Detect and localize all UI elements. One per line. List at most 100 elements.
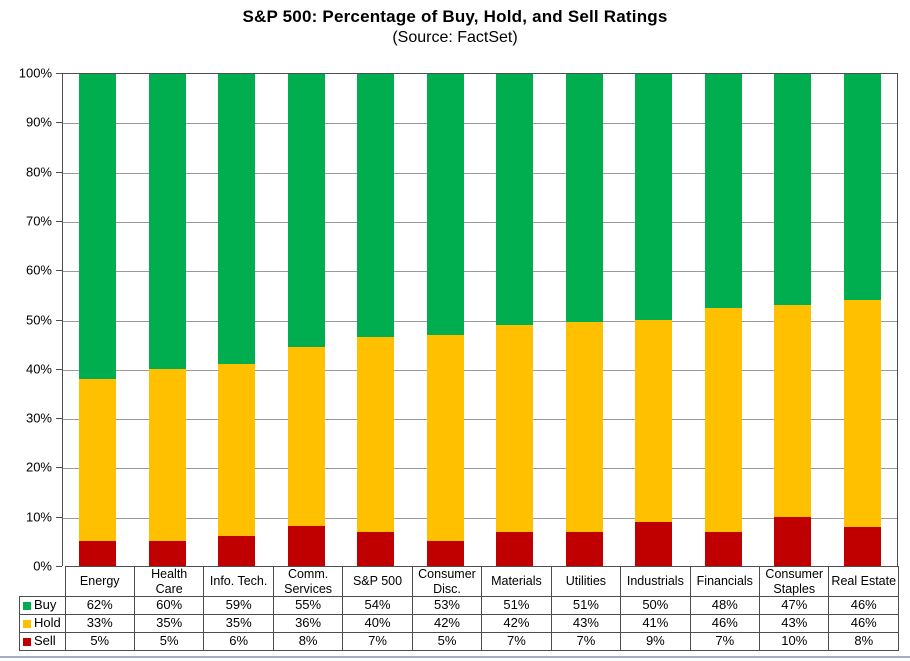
value-cell-hold: 40% [342, 614, 413, 633]
category-header: S&P 500 [342, 566, 413, 597]
value-cell-hold: 42% [481, 614, 552, 633]
y-tick-label-40: 40% [25, 361, 52, 377]
value-cell-hold: 36% [272, 614, 344, 633]
bar-slot-consumer-staples [758, 74, 828, 566]
value-cell-buy: 51% [550, 596, 622, 615]
value-cell-buy: 48% [689, 596, 761, 615]
gridline-40 [63, 369, 897, 371]
bar-segment-buy [635, 74, 673, 320]
value-cell-sell: 5% [411, 632, 483, 651]
category-header: Real Estate [828, 566, 899, 597]
bar-segment-hold [496, 324, 534, 532]
gridline-60 [63, 271, 897, 273]
bar-segment-buy [426, 74, 464, 335]
bar-segment-buy [496, 74, 534, 325]
stacked-bar [565, 74, 603, 566]
plot-area [62, 73, 898, 566]
y-tick-mark [56, 319, 62, 321]
y-tick-label-10: 10% [25, 509, 52, 525]
bar-segment-hold [635, 320, 673, 522]
bar-segment-sell [565, 531, 603, 566]
value-cell-sell: 8% [828, 632, 899, 651]
y-tick-label-30: 30% [25, 410, 52, 426]
value-cell-sell: 7% [342, 632, 413, 651]
gridline-20 [63, 468, 897, 470]
y-tick-mark [56, 516, 62, 518]
bar-segment-sell [704, 531, 742, 566]
y-tick-label-100: 100% [18, 65, 52, 81]
category-header: Utilities [550, 566, 622, 597]
value-cell-hold: 33% [64, 614, 135, 633]
value-cell-buy: 50% [620, 596, 691, 615]
gridline-30 [63, 419, 897, 421]
category-header: Consumer Disc. [411, 566, 483, 597]
value-cell-buy: 51% [481, 596, 552, 615]
bar-segment-hold [843, 300, 881, 527]
value-cell-sell: 7% [689, 632, 761, 651]
value-cell-sell: 9% [620, 632, 691, 651]
category-header: Energy [64, 566, 135, 597]
value-cell-sell: 7% [550, 632, 622, 651]
legend-cell-buy: Buy [19, 596, 66, 615]
bar-segment-sell [774, 516, 812, 566]
stacked-bar [843, 74, 881, 566]
value-cell-hold: 46% [828, 614, 899, 633]
bar-slot-utilities [550, 74, 620, 566]
stacked-bar [148, 74, 186, 566]
stacked-bar [79, 74, 117, 566]
table-corner-cell [20, 567, 66, 597]
y-tick-mark [56, 171, 62, 173]
y-tick-mark [56, 122, 62, 124]
bar-slot-s-p-500 [341, 74, 411, 566]
y-tick-label-80: 80% [25, 164, 52, 180]
y-tick-mark [56, 73, 62, 74]
bar-slot-materials [480, 74, 550, 566]
bar-segment-hold [148, 369, 186, 542]
value-cell-hold: 43% [759, 614, 830, 633]
bar-segment-hold [565, 322, 603, 532]
stacked-bar [218, 74, 256, 566]
y-tick-mark [56, 566, 62, 567]
bar-segment-sell [843, 526, 881, 566]
bar-segment-sell [357, 531, 395, 566]
value-cell-buy: 46% [828, 596, 899, 615]
gridline-90 [63, 123, 897, 125]
bar-segment-hold [704, 307, 742, 532]
bar-segment-sell [79, 541, 117, 566]
stacked-bar [287, 74, 325, 566]
y-tick-mark [56, 270, 62, 272]
value-cell-hold: 35% [203, 614, 274, 633]
bar-segment-sell [148, 541, 186, 566]
bar-slot-health-care [133, 74, 203, 566]
y-tick-mark [56, 418, 62, 420]
y-tick-mark [56, 220, 62, 222]
gridline-50 [63, 320, 897, 322]
value-cell-hold: 43% [550, 614, 622, 633]
y-tick-label-90: 90% [25, 114, 52, 130]
bar-slot-consumer-disc- [411, 74, 481, 566]
category-header: Comm. Services [272, 566, 344, 597]
value-cell-sell: 6% [203, 632, 274, 651]
value-cell-sell: 8% [272, 632, 344, 651]
category-header: Materials [481, 566, 552, 597]
bar-segment-buy [218, 74, 256, 365]
bar-segment-buy [774, 74, 812, 306]
bar-segment-sell [287, 526, 325, 566]
value-cell-hold: 46% [689, 614, 761, 633]
value-cell-buy: 62% [64, 596, 135, 615]
bar-slot-real-estate [828, 74, 898, 566]
bottom-divider [0, 656, 910, 658]
bar-segment-hold [426, 334, 464, 542]
bar-segment-sell [635, 521, 673, 566]
bars-layer [63, 74, 897, 566]
value-cell-sell: 5% [64, 632, 135, 651]
stacked-bar [774, 74, 812, 566]
bar-segment-buy [704, 74, 742, 308]
bar-segment-buy [357, 74, 395, 338]
category-header: Info. Tech. [203, 566, 274, 597]
value-cell-sell: 5% [133, 632, 205, 651]
bar-segment-sell [426, 541, 464, 566]
y-tick-label-20: 20% [25, 459, 52, 475]
category-header: Industrials [620, 566, 691, 597]
bar-segment-hold [357, 337, 395, 532]
